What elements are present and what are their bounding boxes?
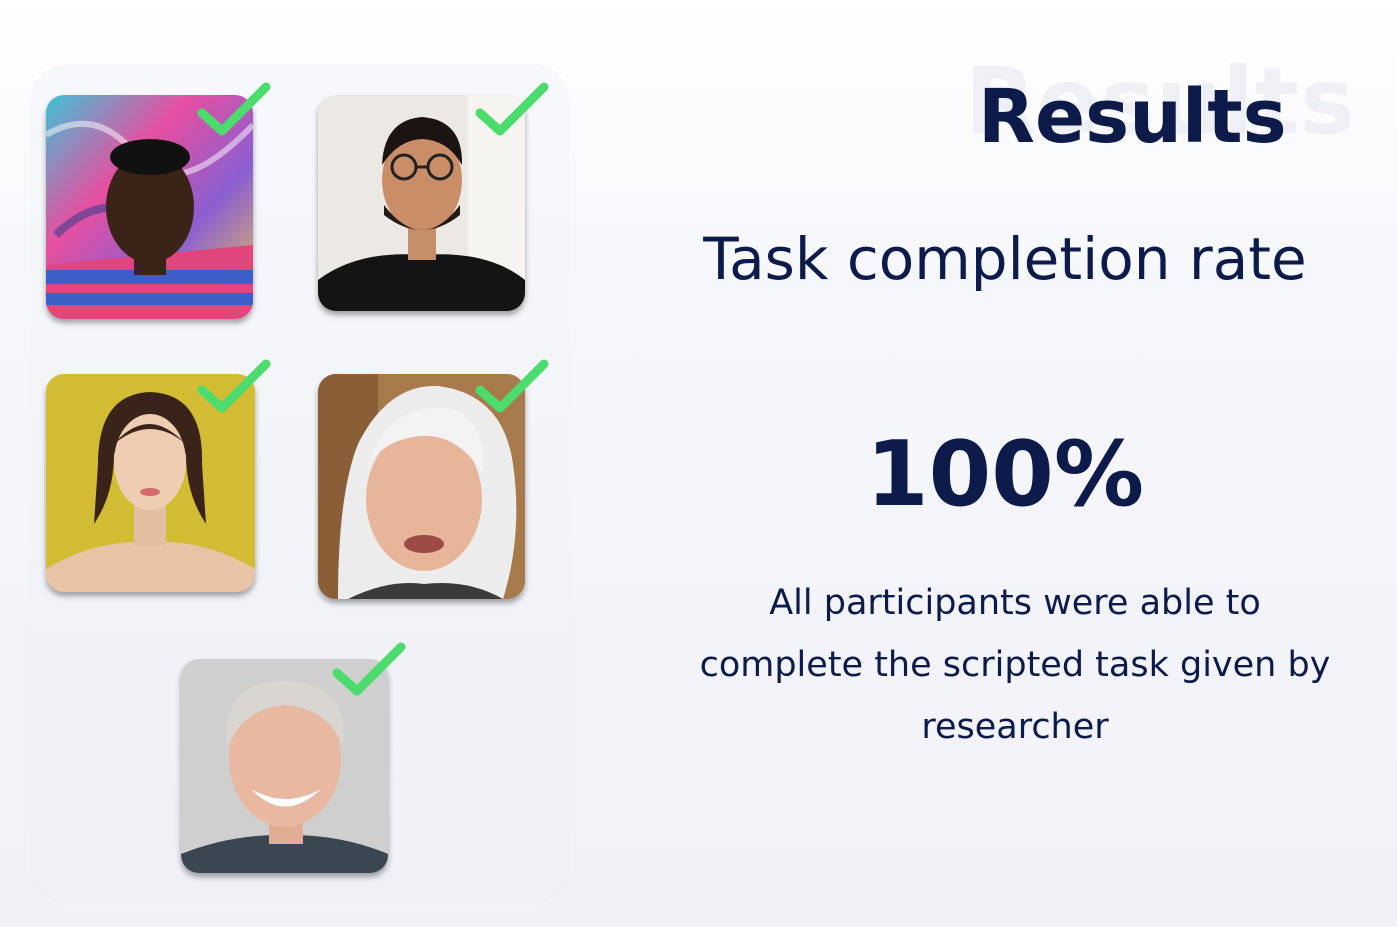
metric-label: Task completion rate bbox=[703, 225, 1307, 293]
page-title: Results bbox=[978, 74, 1287, 160]
participant-photo bbox=[318, 374, 525, 599]
check-icon bbox=[332, 642, 406, 696]
check-icon bbox=[197, 82, 271, 136]
participant-photo bbox=[181, 659, 388, 873]
metric-value: 100% bbox=[865, 422, 1145, 527]
check-icon bbox=[475, 82, 549, 136]
background-watermark-word: Results bbox=[965, 48, 1356, 155]
check-icon bbox=[475, 359, 549, 413]
metric-description: All participants were able to complete t… bbox=[699, 583, 1331, 747]
check-icon bbox=[197, 359, 271, 413]
